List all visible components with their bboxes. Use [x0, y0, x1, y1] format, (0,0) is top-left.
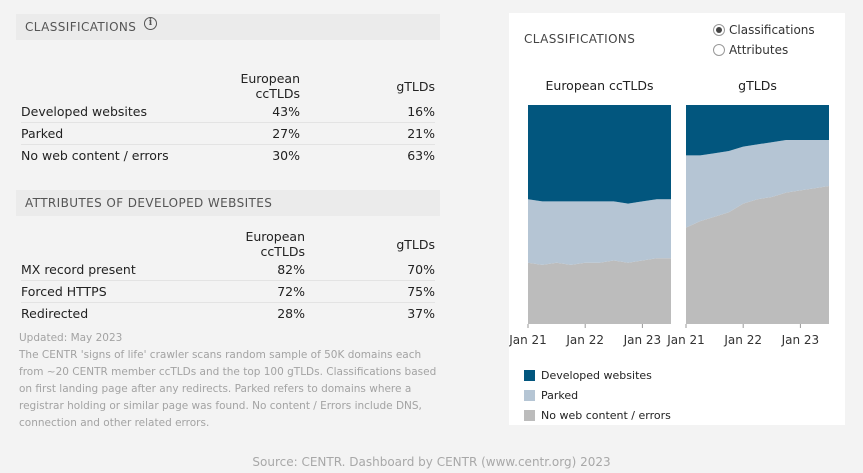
row-label: Parked: [21, 122, 200, 145]
classifications-section-header: CLASSIFICATIONS: [16, 14, 440, 40]
legend-label-no-content: No web content / errors: [541, 409, 671, 422]
legend-swatch-developed: [524, 370, 535, 381]
table-row: Redirected 28% 37%: [21, 303, 435, 325]
gtld-value: 37%: [407, 306, 435, 321]
area-series-no-web-content-errors[interactable]: [528, 258, 671, 324]
stacked-area-chart: European ccTLDs Jan 21 Jan 22 Jan 23 gTLDs Ja…: [509, 78, 829, 347]
table-row: MX record present 82% 70%: [21, 259, 435, 281]
chart-card: CLASSIFICATIONS Classifications Attribut…: [509, 13, 845, 425]
x-tick-label: Jan 22: [565, 333, 604, 347]
row-label: Forced HTTPS: [21, 280, 200, 303]
column-header-cctld: European ccTLDs: [240, 71, 300, 101]
attributes-title: ATTRIBUTES OF DEVELOPED WEBSITES: [25, 196, 273, 210]
attributes-table: European ccTLDs gTLDs MX record present …: [21, 229, 435, 324]
x-tick-label: Jan 23: [623, 333, 662, 347]
column-header-gtld: gTLDs: [396, 78, 435, 94]
legend-label-parked: Parked: [541, 389, 579, 402]
table-row: Developed websites 43% 16%: [21, 101, 435, 123]
radio-classifications[interactable]: Classifications: [713, 22, 815, 38]
x-tick-label: Jan 23: [781, 333, 820, 347]
panel-title: gTLDs: [738, 78, 777, 93]
column-header-gtld: gTLDs: [396, 236, 435, 252]
legend-swatch-parked: [524, 390, 535, 401]
table-row: No web content / errors 30% 63%: [21, 145, 435, 167]
classifications-table: European ccTLDs gTLDs Developed websites…: [21, 71, 435, 166]
row-label: Redirected: [21, 306, 89, 321]
cctld-value: 72%: [200, 280, 305, 303]
panel-title: European ccTLDs: [546, 78, 654, 93]
row-label: MX record present: [21, 259, 200, 281]
table-header-row: European ccTLDs gTLDs: [21, 229, 435, 259]
gtld-value: 63%: [407, 148, 435, 163]
area-series-no-web-content-errors[interactable]: [686, 186, 829, 324]
info-icon[interactable]: i: [144, 17, 157, 30]
radio-unselected-icon: [713, 44, 725, 56]
cctld-value: 30%: [272, 148, 300, 163]
gtld-value: 16%: [300, 101, 435, 123]
area-series-parked[interactable]: [528, 199, 671, 265]
x-tick-label: Jan 21: [666, 333, 705, 347]
gtld-value: 70%: [305, 259, 435, 281]
radio-attributes[interactable]: Attributes: [713, 42, 788, 58]
notes-text: Updated: May 2023 The CENTR 'signs of li…: [19, 330, 444, 432]
cctld-value: 43%: [200, 101, 300, 123]
column-header-cctld: European ccTLDs: [245, 229, 305, 259]
x-tick-label: Jan 21: [509, 333, 547, 347]
table-header-row: European ccTLDs gTLDs: [21, 71, 435, 101]
table-row: Forced HTTPS 72% 75%: [21, 280, 435, 303]
gtld-value: 75%: [305, 280, 435, 303]
gtld-value: 21%: [300, 122, 435, 145]
x-tick-label: Jan 22: [723, 333, 762, 347]
radio-label: Attributes: [729, 43, 789, 57]
area-series-parked[interactable]: [686, 140, 829, 228]
table-row: Parked 27% 21%: [21, 122, 435, 145]
legend-label-developed: Developed websites: [541, 369, 652, 382]
chart-title: CLASSIFICATIONS: [524, 32, 636, 46]
cctld-value: 82%: [200, 259, 305, 281]
area-series-developed-websites[interactable]: [686, 105, 829, 156]
radio-label: Classifications: [729, 23, 815, 37]
footer-source: Source: CENTR. Dashboard by CENTR (www.c…: [252, 455, 611, 469]
methodology-note: The CENTR 'signs of life' crawler scans …: [19, 349, 437, 429]
cctld-value: 28%: [277, 306, 305, 321]
area-series-developed-websites[interactable]: [528, 105, 671, 204]
attributes-section-header: ATTRIBUTES OF DEVELOPED WEBSITES: [16, 190, 440, 216]
radio-selected-icon: [713, 24, 725, 36]
row-label: Developed websites: [21, 101, 200, 123]
row-label: No web content / errors: [21, 148, 169, 163]
legend-swatch-no-content: [524, 410, 535, 421]
cctld-value: 27%: [200, 122, 300, 145]
updated-date: Updated: May 2023: [19, 332, 123, 344]
classifications-title: CLASSIFICATIONS: [25, 20, 137, 34]
